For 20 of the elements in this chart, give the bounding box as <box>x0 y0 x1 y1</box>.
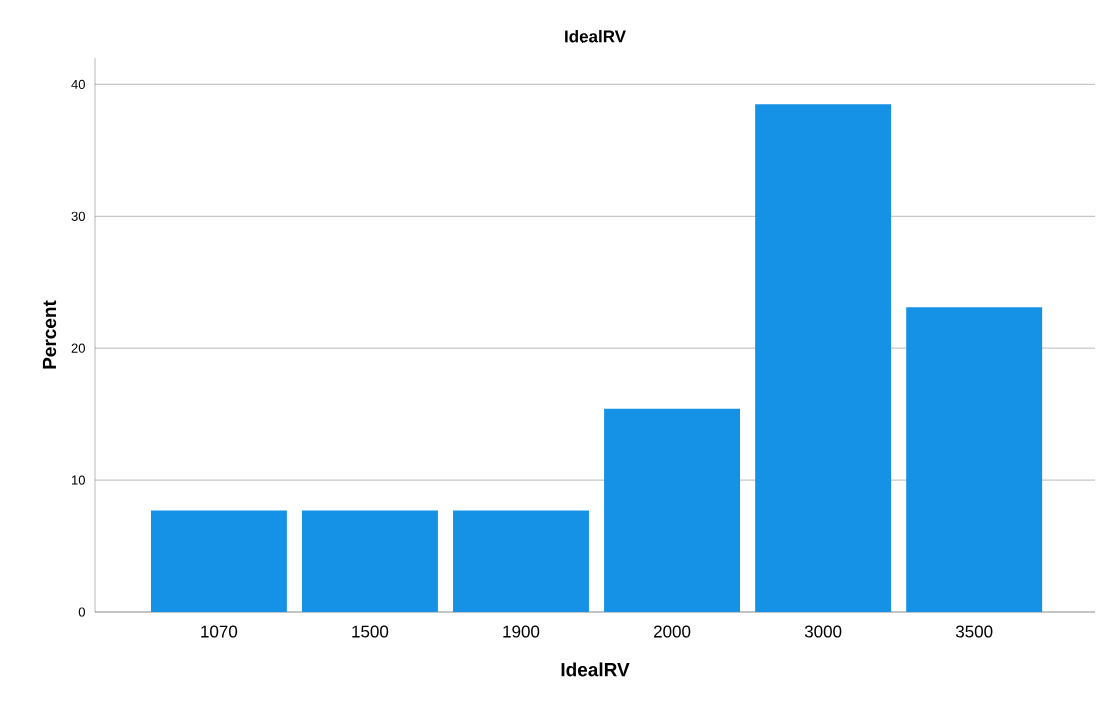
bar <box>604 408 741 612</box>
x-tick-label: 2000 <box>654 625 691 638</box>
x-tick-label: 1500 <box>352 625 389 638</box>
bar <box>906 307 1043 612</box>
bar <box>301 510 438 612</box>
x-axis-title: IdealRV <box>561 662 630 677</box>
y-tick-label: 10 <box>72 475 85 485</box>
bar <box>453 510 589 612</box>
y-tick-label: 30 <box>71 211 85 221</box>
x-tick-label: 3000 <box>804 625 842 638</box>
y-tick-label: 0 <box>78 607 85 617</box>
x-tick-label: 1900 <box>503 625 540 638</box>
x-tick-label: 1070 <box>201 625 238 638</box>
bar <box>150 510 287 612</box>
y-tick-label: 40 <box>71 79 85 89</box>
y-tick-label: 20 <box>71 343 85 353</box>
y-axis-title: Percent <box>42 300 57 369</box>
chart-title: IdealRV <box>565 29 626 43</box>
x-tick-label: 3500 <box>955 625 993 638</box>
bar <box>755 104 892 612</box>
